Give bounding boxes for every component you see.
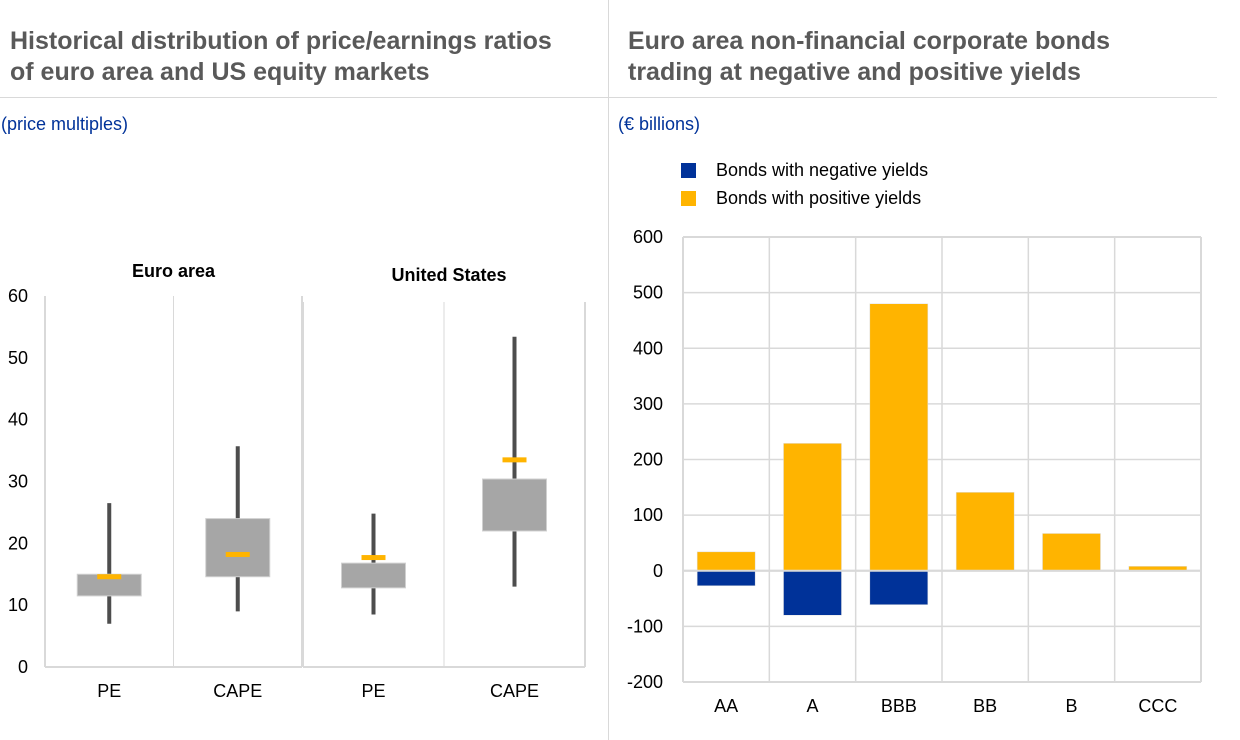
y-tick-label: 400	[633, 338, 663, 358]
bar-negative-a	[783, 570, 842, 616]
legend-item-positive: Bonds with positive yields	[681, 184, 928, 212]
bar-negative-bbb	[869, 570, 929, 605]
bar-positive-b	[1042, 533, 1101, 572]
bar-negative-aa	[696, 570, 756, 587]
bar-chart-legend: Bonds with negative yields Bonds with po…	[681, 156, 928, 212]
legend-item-negative: Bonds with negative yields	[681, 156, 928, 184]
current-marker-cape	[225, 551, 250, 557]
y-tick-label: 0	[653, 561, 663, 581]
y-tick-label: 20	[8, 533, 28, 553]
bar-positive-bb	[955, 492, 1015, 572]
box-cape	[482, 478, 547, 532]
y-tick-label: 300	[633, 394, 663, 414]
bar-positive-bbb	[869, 303, 929, 571]
y-tick-label: -100	[627, 616, 663, 636]
panel-separator	[608, 0, 609, 740]
y-tick-label: 0	[18, 657, 28, 677]
current-marker-pe	[361, 555, 386, 561]
x-tick-label: B	[1065, 696, 1077, 716]
left-chart-title: Historical distribution of price/earning…	[10, 26, 552, 88]
x-tick-label: AA	[714, 696, 738, 716]
y-tick-label: -200	[627, 672, 663, 692]
x-tick-label: CCC	[1138, 696, 1177, 716]
y-tick-label: 40	[8, 410, 28, 430]
box-cape	[205, 518, 271, 578]
legend-swatch-positive	[681, 190, 696, 206]
x-tick-label: CAPE	[213, 681, 262, 701]
bar-positive-aa	[696, 551, 756, 572]
right-title-divider	[609, 97, 1217, 98]
y-tick-label: 200	[633, 450, 663, 470]
box-pe	[341, 562, 406, 589]
right-chart-title-line1: Euro area non-financial corporate bonds	[628, 27, 1111, 55]
y-tick-label: 30	[8, 472, 28, 492]
pe-ratio-boxplot-chart: 0 10 20 30 40 50 60 Euro area PE CAPE United State…	[8, 261, 586, 701]
right-chart-title-line2: trading at negative and positive yields	[628, 58, 1081, 86]
x-tick-label: PE	[361, 681, 385, 701]
right-chart-title: Euro area non-financial corporate bonds …	[628, 26, 1110, 88]
y-tick-label: 500	[633, 283, 663, 303]
y-tick-label: 100	[633, 505, 663, 525]
current-marker-pe	[97, 574, 122, 580]
left-chart-title-line2: of euro area and US equity markets	[10, 58, 430, 86]
group-title: United States	[391, 265, 506, 285]
legend-swatch-negative	[681, 162, 696, 178]
right-chart-unit: (€ billions)	[618, 114, 701, 134]
x-tick-label: BB	[973, 696, 997, 716]
x-tick-label: A	[806, 696, 818, 716]
y-tick-label: 10	[8, 595, 28, 615]
group-title: Euro area	[132, 261, 216, 281]
left-chart-unit: (price multiples)	[1, 114, 129, 134]
y-tick-label: 60	[8, 286, 28, 306]
left-title-divider	[0, 97, 608, 98]
bar-positive-a	[783, 443, 842, 571]
x-tick-label: CAPE	[490, 681, 539, 701]
current-marker-cape	[502, 457, 527, 463]
x-tick-label: PE	[97, 681, 121, 701]
y-tick-label: 600	[633, 227, 663, 247]
legend-label-negative: Bonds with negative yields	[716, 159, 929, 180]
x-tick-label: BBB	[881, 696, 917, 716]
y-tick-label: 50	[8, 348, 28, 368]
left-chart-title-line1: Historical distribution of price/earning…	[10, 27, 552, 55]
legend-label-positive: Bonds with positive yields	[716, 187, 922, 208]
